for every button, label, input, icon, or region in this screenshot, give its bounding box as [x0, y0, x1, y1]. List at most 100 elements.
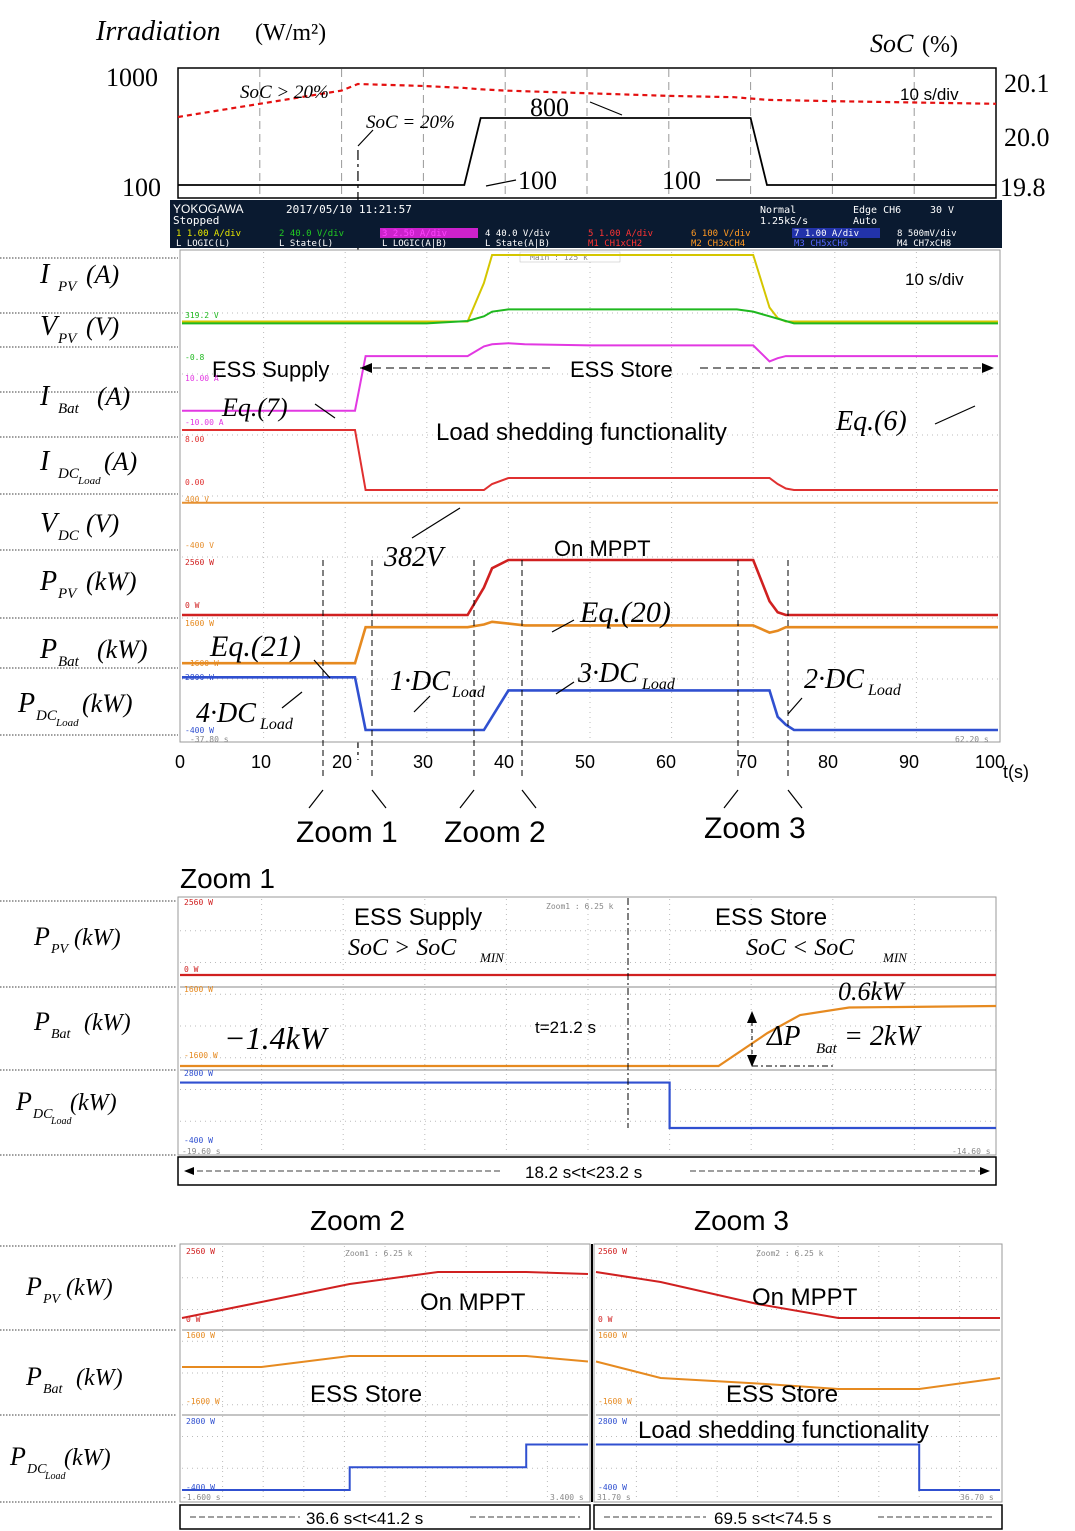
- zoom1-trace-bat: [180, 1004, 997, 1068]
- channel-labels: I PV (A)V PV (V)I Bat (A)I DC Load(A)V DC (V)P PV (k…: [17, 259, 148, 729]
- ess-store-label: ESS Store: [570, 357, 673, 382]
- eq7-label: Eq.(7): [221, 393, 288, 422]
- scope-readout: 0 W: [185, 601, 200, 610]
- channel-label-unit: (kW): [97, 635, 148, 664]
- time-tick-label: 10: [251, 752, 271, 772]
- dc1-label: 1·DC: [390, 666, 450, 697]
- zoom-markers: [308, 560, 803, 809]
- zoom1-label-unit: (kW): [70, 1090, 117, 1116]
- main-zoom-label: Main : 125 k: [530, 253, 588, 262]
- scope-trigger-level: 30 V: [930, 205, 954, 216]
- zoom-marker-arrow: [371, 789, 387, 809]
- zoom2-trace-bat: [182, 1355, 589, 1368]
- zoom2-trace-pv: [181, 1271, 589, 1319]
- zoom1-title: Zoom 1: [180, 863, 275, 894]
- zoom23-label-unit: (kW): [64, 1445, 111, 1471]
- channel-scale-1: 1 1.00 A/div: [176, 229, 241, 239]
- zoom1-trace-dc-load: [180, 1081, 996, 1130]
- scope-traces: [182, 254, 998, 732]
- dc1-sub: Load: [451, 684, 486, 701]
- zoom2-on-mppt: On MPPT: [420, 1289, 526, 1316]
- zoom23-label-unit: (kW): [76, 1365, 123, 1391]
- zoom1-time-start: -19.60 s: [182, 1147, 221, 1156]
- zoom1-delta-sub: Bat: [816, 1041, 838, 1057]
- v382-label: 382V: [383, 542, 446, 573]
- channel-math-7: M4 CH7xCH8: [897, 239, 951, 249]
- channel-label-unit: (V): [86, 312, 119, 341]
- zoom2-title: Zoom 2: [310, 1205, 405, 1236]
- eq7-arrow: [314, 403, 336, 419]
- dc1-arrow: [413, 695, 431, 713]
- eq6-arrow: [934, 405, 976, 425]
- scope-readout: 2560 W: [185, 558, 214, 567]
- channel-label-main: P: [39, 634, 57, 665]
- scope-readout: 1600 W: [598, 1331, 627, 1340]
- irradiation-soc-panel: Irradiation (W/m²) SoC (%) 1000 100 20.1…: [95, 16, 1050, 760]
- zoom23-label-main: P: [9, 1442, 26, 1471]
- zoom3-title: Zoom 3: [694, 1205, 789, 1236]
- channel-label-sub: PV: [57, 331, 78, 347]
- scope-datetime: 2017/05/10 11:21:57: [286, 203, 412, 216]
- scope-readout: -400 W: [185, 726, 214, 735]
- zoom2-range-label: 36.6 s<t<41.2 s: [306, 1509, 423, 1528]
- time-tick-label: 90: [899, 752, 919, 772]
- irradiation-unit: (W/m²): [255, 20, 326, 46]
- zoom2-time-end: 3.400 s: [550, 1493, 584, 1502]
- scope-readout: -1600 W: [186, 1397, 220, 1406]
- time-tick-label: 70: [737, 752, 757, 772]
- scope-readout: -0.8: [185, 353, 204, 362]
- channel-label-main: V: [40, 508, 60, 539]
- main-time-start: -37.80 s: [190, 735, 229, 744]
- channel-scale-7: 7 1.00 A/div: [794, 229, 859, 239]
- scope-readout: 1600 W: [186, 1331, 215, 1340]
- zoom1-screen: [177, 896, 997, 1156]
- dc3-label: 3·DC: [577, 658, 638, 689]
- trace-P-bat: [182, 620, 998, 665]
- main-zoom-box: [519, 251, 621, 263]
- zoom3-trace-dc-load: [596, 1443, 1000, 1491]
- channel-label-unit: (kW): [86, 567, 137, 596]
- scope-rate: 1.25kS/s: [760, 216, 808, 227]
- zoom1-range-label: 18.2 s<t<23.2 s: [525, 1163, 642, 1182]
- trace-I-dc-load: [182, 429, 998, 491]
- time-tick-label: 20: [332, 752, 352, 772]
- zoom-marker-arrow: [308, 789, 324, 809]
- zoom3-marker-label: Zoom 3: [704, 812, 806, 845]
- zoom23-label-sub: PV: [42, 1292, 62, 1307]
- zoom3-trace-pv: [595, 1271, 1000, 1319]
- trace-P-pv: [182, 558, 998, 617]
- zoom1-label-main: P: [33, 922, 50, 951]
- scope-readout: -1600 W: [185, 659, 219, 668]
- channel-label-sub: DC: [57, 466, 80, 482]
- scope-readout: 319.2 V: [185, 311, 219, 320]
- zoom1-supply-cond: SoC > SoC: [348, 935, 457, 961]
- channel-label-unit: (kW): [82, 689, 133, 718]
- scope-header: [170, 200, 1002, 248]
- zoom1-label-sub: DC: [32, 1107, 53, 1122]
- channel-label-main: P: [17, 688, 35, 719]
- zoom1-range-head-left: [184, 1167, 194, 1175]
- scope-readout: -400 W: [186, 1483, 215, 1492]
- time-axis-ticks: 0 10 20 30 40 50 60 70 80 90 100: [175, 752, 1005, 772]
- zoom1-supply-min: MIN: [479, 950, 505, 965]
- scope-readout: 2560 W: [186, 1247, 215, 1256]
- zoom1-label-unit: (kW): [84, 1010, 131, 1036]
- time-tick-label: 60: [656, 752, 676, 772]
- time-tick-label: 50: [575, 752, 595, 772]
- zoom1-label-main: P: [33, 1007, 50, 1036]
- channel-math-4: M1 CH1xCH2: [588, 239, 642, 249]
- soc-eq-arrow: [357, 129, 374, 147]
- zoom-marker-arrow: [723, 789, 739, 809]
- scope-readout: 8.00: [185, 435, 204, 444]
- scope-readout: 2800 W: [186, 1417, 215, 1426]
- scope-readout: 2800 W: [598, 1417, 627, 1426]
- soc-tick-198: 19.8: [1000, 173, 1046, 202]
- channel-label-subsub: Load: [55, 717, 79, 729]
- scope-readout: -400 W: [184, 1136, 213, 1145]
- zoom1-delta-label: ΔP: [766, 1021, 801, 1052]
- zoom1-label-unit: (kW): [74, 925, 121, 951]
- scope-state: Stopped: [173, 214, 219, 227]
- zoom1-box-label: Zoom1 : 6.25 k: [546, 902, 614, 911]
